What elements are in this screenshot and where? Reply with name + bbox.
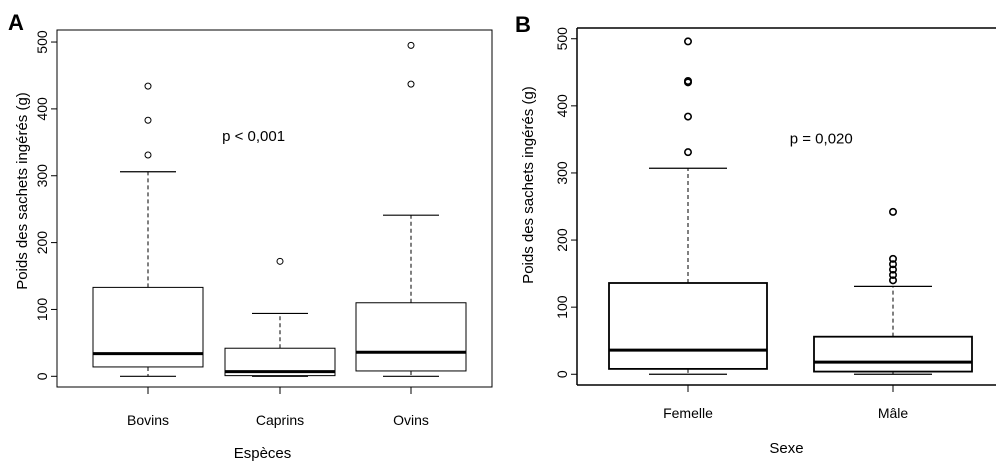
box-ovins bbox=[355, 41, 467, 377]
panel-letter: A bbox=[8, 10, 24, 35]
x-tick-label: Femelle bbox=[663, 405, 713, 421]
y-tick-label: 200 bbox=[34, 231, 50, 255]
box-iqr bbox=[608, 282, 768, 370]
x-tick-label: Mâle bbox=[878, 405, 909, 421]
outlier-point bbox=[888, 276, 897, 285]
y-tick-label: 400 bbox=[34, 97, 50, 121]
outlier-point bbox=[276, 257, 284, 265]
y-tick-label: 0 bbox=[554, 370, 570, 378]
box-iqr bbox=[813, 335, 973, 373]
outlier-point bbox=[407, 80, 415, 88]
y-tick-label: 500 bbox=[34, 30, 50, 54]
p-value-annotation: p < 0,001 bbox=[222, 128, 285, 145]
x-tick-label: Caprins bbox=[256, 412, 304, 428]
y-tick-label: 300 bbox=[554, 161, 570, 185]
y-axis-title: Poids des sachets ingérés (g) bbox=[14, 92, 31, 290]
outlier-point bbox=[407, 41, 415, 49]
x-tick-label: Bovins bbox=[127, 412, 169, 428]
y-axis-title: Poids des sachets ingérés (g) bbox=[520, 86, 537, 284]
y-tick-label: 100 bbox=[554, 295, 570, 319]
outlier-point bbox=[144, 116, 152, 124]
outlier-point bbox=[144, 82, 152, 90]
y-tick-label: 0 bbox=[34, 372, 50, 380]
box-iqr bbox=[355, 302, 467, 372]
box-bovins bbox=[92, 82, 204, 377]
box-mâle bbox=[813, 207, 973, 375]
box-femelle bbox=[608, 37, 768, 375]
outlier-point bbox=[144, 151, 152, 159]
outlier-point bbox=[888, 265, 897, 274]
outlier-point bbox=[888, 260, 897, 269]
p-value-annotation: p = 0,020 bbox=[790, 130, 853, 147]
panel-b: 0 100 200 300 400 500 Femelle Mâle Sexe Poids des… bbox=[515, 12, 996, 457]
panel-a: 0 100 200 300 400 500 Bovins Caprins Ovins Espèce… bbox=[8, 10, 493, 462]
x-axis-title: Sexe bbox=[769, 440, 803, 457]
plot-frame bbox=[56, 29, 493, 388]
y-tick-label: 200 bbox=[554, 228, 570, 252]
outlier-point bbox=[683, 148, 692, 157]
outlier-point bbox=[888, 254, 897, 263]
y-tick-label: 400 bbox=[554, 94, 570, 118]
panel-letter: B bbox=[515, 12, 531, 37]
outlier-point bbox=[683, 112, 692, 121]
y-tick-label: 500 bbox=[554, 27, 570, 51]
outlier-point bbox=[683, 77, 692, 86]
y-tick-label: 100 bbox=[34, 298, 50, 322]
outlier-point bbox=[683, 37, 692, 46]
outlier-point bbox=[888, 207, 897, 216]
x-tick-label: Ovins bbox=[393, 412, 429, 428]
outlier-point bbox=[888, 270, 897, 279]
box-caprins bbox=[224, 257, 336, 377]
x-axis-title: Espèces bbox=[234, 445, 292, 462]
y-tick-label: 300 bbox=[34, 164, 50, 188]
